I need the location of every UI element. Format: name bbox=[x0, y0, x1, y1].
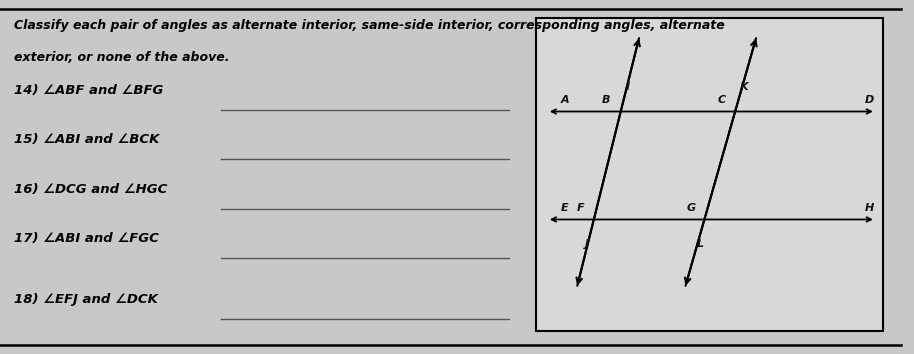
Text: B: B bbox=[601, 95, 610, 105]
Text: 18) ∠EFJ and ∠DCK: 18) ∠EFJ and ∠DCK bbox=[14, 293, 157, 306]
Text: K: K bbox=[739, 82, 749, 92]
Text: G: G bbox=[686, 203, 696, 213]
Text: E: E bbox=[561, 203, 569, 213]
Text: F: F bbox=[577, 203, 585, 213]
Text: J: J bbox=[585, 239, 589, 249]
Text: I: I bbox=[626, 82, 630, 92]
Text: 16) ∠DCG and ∠HGC: 16) ∠DCG and ∠HGC bbox=[14, 183, 167, 196]
Text: 17) ∠ABI and ∠FGC: 17) ∠ABI and ∠FGC bbox=[14, 233, 158, 245]
Text: exterior, or none of the above.: exterior, or none of the above. bbox=[14, 51, 229, 64]
Text: 15) ∠ABI and ∠BCK: 15) ∠ABI and ∠BCK bbox=[14, 133, 159, 146]
Text: D: D bbox=[865, 95, 874, 105]
Text: C: C bbox=[718, 95, 726, 105]
Bar bbox=[537, 18, 883, 331]
Text: Classify each pair of angles as alternate interior, same-side interior, correspo: Classify each pair of angles as alternat… bbox=[14, 19, 724, 33]
Text: A: A bbox=[560, 95, 569, 105]
Text: 14) ∠ABF and ∠BFG: 14) ∠ABF and ∠BFG bbox=[14, 84, 163, 97]
Text: L: L bbox=[696, 239, 704, 249]
Text: H: H bbox=[865, 203, 874, 213]
